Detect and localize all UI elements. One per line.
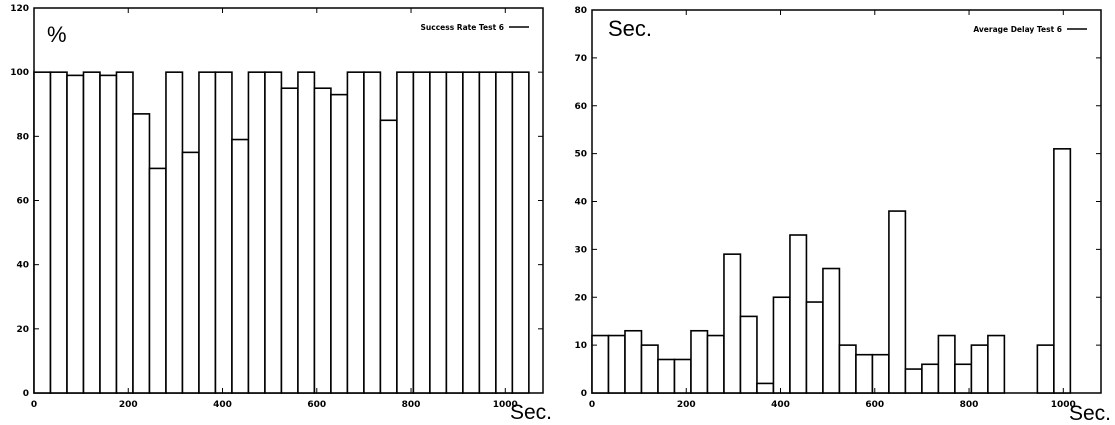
x-tick-label: 400 xyxy=(771,400,790,410)
bar xyxy=(822,267,841,394)
bar xyxy=(396,71,415,394)
y-tick-label: 80 xyxy=(16,132,29,142)
bar xyxy=(673,358,692,394)
bar xyxy=(478,71,497,394)
x-tick-label: 400 xyxy=(213,400,232,410)
bar xyxy=(330,93,349,394)
x-tick-label: 1000 xyxy=(1051,400,1076,410)
bar xyxy=(739,315,758,394)
y-tick-label: 40 xyxy=(574,198,587,208)
x-tick-label: 0 xyxy=(589,400,595,410)
bar xyxy=(165,71,184,394)
bar xyxy=(247,71,266,394)
bar xyxy=(970,344,989,394)
success-rate-chart: 0 20 40 60 80 100 120 0 200 400 600 800 1000% Sec. Suc… xyxy=(10,4,552,424)
bar xyxy=(1053,148,1072,394)
bar xyxy=(805,301,824,394)
y-tick-label: 70 xyxy=(574,54,587,64)
bar xyxy=(363,71,382,394)
x-tick-label: 0 xyxy=(31,400,37,410)
bar xyxy=(690,329,709,394)
x-tick-label: 800 xyxy=(960,400,979,410)
bar xyxy=(937,334,956,394)
bar xyxy=(789,234,808,394)
bar xyxy=(33,71,52,394)
bar xyxy=(264,71,283,394)
bar xyxy=(624,329,643,394)
legend-label: Average Delay Test 6 xyxy=(973,25,1062,34)
bar xyxy=(838,344,857,394)
y-tick-label: 30 xyxy=(574,245,587,255)
bar xyxy=(346,71,365,394)
bar xyxy=(132,113,151,394)
bar xyxy=(313,87,332,394)
bar xyxy=(99,74,118,394)
bar xyxy=(231,138,250,394)
x-tick-label: 200 xyxy=(677,400,696,410)
bar xyxy=(756,382,775,394)
bar xyxy=(640,344,659,394)
bar xyxy=(66,74,85,394)
y-tick-label: 60 xyxy=(574,102,587,112)
bar xyxy=(855,353,874,394)
y-tick-label: 0 xyxy=(581,389,587,399)
bar xyxy=(871,353,890,394)
plot-frame xyxy=(591,9,1102,394)
bar xyxy=(462,71,481,394)
y-tick-label: 10 xyxy=(574,341,587,351)
bar xyxy=(1036,344,1055,394)
bar xyxy=(115,71,134,394)
y-tick-label: 50 xyxy=(574,150,587,160)
bar xyxy=(181,151,200,394)
x-tick-label: 1000 xyxy=(493,400,518,410)
y-axis-label: Sec. xyxy=(608,16,652,41)
bar xyxy=(297,71,316,394)
bar xyxy=(49,71,68,394)
bar xyxy=(82,71,101,394)
bar xyxy=(987,334,1006,394)
bar xyxy=(706,334,725,394)
y-tick-label: 60 xyxy=(16,197,29,207)
bar xyxy=(445,71,464,394)
x-tick-label: 200 xyxy=(119,400,138,410)
bar xyxy=(591,334,610,394)
bar xyxy=(280,87,299,394)
bar xyxy=(198,71,217,394)
bar xyxy=(772,296,791,394)
y-tick-label: 20 xyxy=(574,293,587,303)
x-tick-label: 800 xyxy=(402,400,421,410)
bar xyxy=(214,71,233,394)
bar xyxy=(904,368,923,394)
y-tick-label: 80 xyxy=(574,6,587,16)
bar xyxy=(888,210,907,394)
bar xyxy=(379,119,398,394)
x-axis-label: Sec. xyxy=(510,401,552,424)
bar xyxy=(495,71,514,394)
y-tick-label: 100 xyxy=(10,68,29,78)
y-tick-label: 0 xyxy=(23,389,29,399)
bar xyxy=(148,167,167,394)
bar xyxy=(412,71,431,394)
y-axis-label: % xyxy=(47,22,67,47)
y-tick-label: 120 xyxy=(10,4,29,14)
bar xyxy=(921,363,940,394)
y-tick-label: 40 xyxy=(16,261,29,271)
x-tick-label: 600 xyxy=(307,400,326,410)
x-tick-label: 600 xyxy=(865,400,884,410)
bar xyxy=(607,334,626,394)
y-tick-label: 20 xyxy=(16,325,29,335)
legend-label: Success Rate Test 6 xyxy=(421,23,504,32)
x-axis-label: Sec. xyxy=(1069,402,1111,425)
bar xyxy=(429,71,448,394)
bar xyxy=(511,71,530,394)
bar xyxy=(657,358,676,394)
bar xyxy=(723,253,742,394)
